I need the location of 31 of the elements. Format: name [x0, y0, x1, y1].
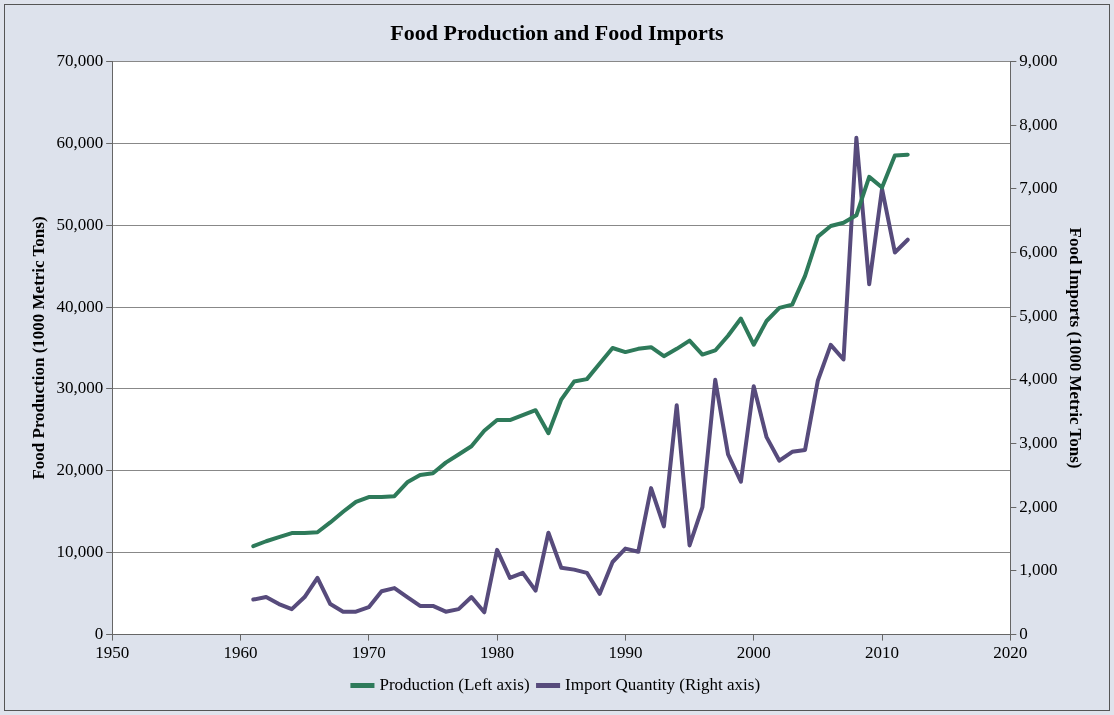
x-tick-label: 1960: [223, 643, 258, 663]
legend-label: Import Quantity (Right axis): [565, 674, 761, 694]
y2-tick-label: 2,000: [1019, 496, 1058, 516]
y2-tick-label: 4,000: [1019, 369, 1058, 389]
y-tick-label: 10,000: [56, 542, 104, 562]
chart-title: Food Production and Food Imports: [390, 19, 725, 45]
y-tick-label: 20,000: [56, 460, 104, 480]
y2-tick-label: 3,000: [1019, 433, 1058, 452]
x-tick-label: 1950: [95, 643, 130, 663]
y-tick-label: 40,000: [56, 296, 104, 316]
y-axis-title: Food Production (1000 Metric Tons): [28, 216, 48, 480]
x-tick-label: 2010: [865, 643, 900, 663]
x-tick-label: 2000: [736, 643, 771, 663]
y-tick-label: 60,000: [56, 132, 104, 152]
y2-tick-label: 1,000: [1019, 560, 1058, 580]
x-tick-label: 1990: [608, 643, 643, 663]
y-tick-label: 70,000: [56, 50, 104, 70]
x-tick-label: 1970: [351, 643, 386, 663]
x-tick-label: 1980: [480, 643, 515, 663]
y2-tick-label: 5,000: [1019, 305, 1058, 325]
y2-tick-label: 8,000: [1019, 114, 1058, 134]
y2-tick-label: 7,000: [1019, 178, 1058, 198]
y2-tick-label: 0: [1019, 624, 1028, 644]
x-tick-label: 2020: [993, 643, 1028, 663]
y-tick-label: 0: [94, 624, 104, 644]
y-tick-label: 50,000: [56, 214, 104, 234]
y2-axis-title: Food Imports (1000 Metric Tons): [1066, 227, 1086, 469]
y-tick-label: 30,000: [56, 378, 104, 398]
legend-label: Production (Left axis): [379, 674, 530, 694]
y2-tick-label: 6,000: [1019, 241, 1058, 261]
y2-tick-label: 9,000: [1019, 50, 1058, 70]
